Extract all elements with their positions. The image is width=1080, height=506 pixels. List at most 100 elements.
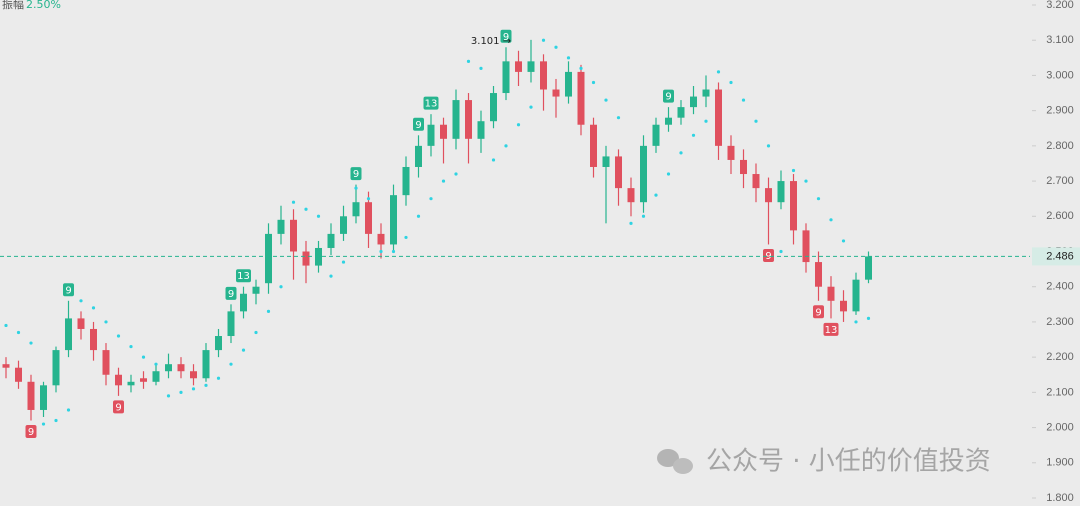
td-marker-box	[63, 283, 74, 297]
candle-body	[740, 159, 747, 175]
y-tick-label: 2.800	[1046, 140, 1074, 152]
sar-dot	[279, 285, 283, 289]
candle-body	[827, 286, 835, 301]
candle-body	[752, 174, 760, 189]
candle-body	[765, 188, 772, 203]
td-marker-box	[423, 96, 439, 110]
candle-body	[840, 300, 847, 312]
sar-dot	[216, 376, 221, 380]
td-marker: 13	[425, 99, 438, 110]
candle-body	[777, 181, 785, 203]
y-tick-label: 1.900	[1046, 457, 1074, 469]
last-price-label: 2.486	[1046, 250, 1074, 262]
y-tick-label: 2.700	[1046, 175, 1074, 187]
sar-dot	[629, 221, 633, 225]
candle-body	[277, 219, 285, 234]
candle-body	[602, 156, 610, 167]
candle-body	[590, 124, 597, 167]
sar-dot	[41, 422, 46, 426]
y-tick-label: 2.300	[1046, 316, 1074, 328]
candle-body	[715, 89, 722, 146]
candle-body	[227, 311, 235, 337]
sar-dot	[716, 70, 721, 74]
candle-body	[165, 364, 172, 372]
sar-dot	[554, 45, 558, 49]
sar-dot	[841, 239, 846, 243]
sar-dot	[541, 38, 546, 42]
sar-dot	[154, 362, 158, 366]
candle-body	[15, 367, 22, 382]
sar-dot	[241, 348, 246, 352]
candle-body	[65, 318, 72, 351]
candle-body	[2, 364, 10, 368]
candle-body	[615, 156, 622, 189]
annotation: 3.101 →	[471, 36, 511, 47]
sar-dot	[741, 98, 746, 102]
candle-body	[265, 233, 272, 284]
sar-dot	[616, 116, 621, 120]
candle-body	[115, 374, 122, 386]
sar-dot	[604, 98, 608, 102]
candle-body	[215, 336, 222, 351]
td-marker: 13	[825, 325, 838, 336]
candle-body	[415, 145, 422, 167]
sar-dot	[404, 235, 408, 240]
sar-dot	[529, 105, 533, 109]
sar-dot	[391, 249, 396, 254]
last-price-tag	[1032, 247, 1080, 266]
td-marker-box	[236, 269, 251, 283]
candle-body	[352, 202, 360, 217]
sar-dot	[329, 274, 333, 278]
sar-dot	[66, 408, 71, 412]
sar-dot	[129, 344, 133, 349]
td-marker-box	[113, 400, 124, 414]
sar-dot	[504, 144, 508, 148]
sar-dot	[266, 309, 271, 313]
candle-body	[790, 181, 797, 231]
sar-dot	[829, 218, 833, 222]
td-marker-box	[225, 286, 237, 300]
sar-dot	[766, 144, 771, 148]
sar-dot	[479, 66, 483, 70]
sar-dot	[254, 330, 258, 335]
watermark: 公众号 · 小任的价值投资	[706, 447, 991, 477]
td-marker: 9	[115, 402, 121, 413]
sar-dot	[166, 394, 171, 398]
amplitude: 2.50%	[26, 0, 61, 11]
td-marker-box	[823, 322, 839, 336]
sar-dot	[754, 119, 758, 123]
sar-dot	[866, 316, 871, 321]
sar-dot	[854, 320, 858, 324]
sar-dot	[591, 80, 596, 85]
sar-dot	[491, 158, 496, 162]
y-tick-label: 2.200	[1046, 351, 1074, 363]
candle-body	[815, 262, 822, 287]
sar-dot	[79, 299, 83, 303]
sar-dot	[229, 362, 233, 366]
candle-body	[577, 71, 585, 125]
td-marker-box	[663, 89, 674, 103]
candle-body	[627, 188, 635, 203]
candle-body	[690, 96, 697, 108]
sar-dot	[354, 186, 358, 190]
candle-body	[477, 121, 485, 139]
sar-dot	[304, 207, 308, 211]
sar-dot	[516, 123, 521, 127]
candle-body	[852, 279, 860, 312]
candle-body	[490, 93, 497, 122]
sar-dot	[429, 197, 433, 201]
candle-body	[727, 145, 735, 160]
td-marker: 9	[415, 120, 421, 131]
sar-dot	[204, 383, 208, 387]
sar-dot	[566, 56, 571, 60]
candle-body	[90, 328, 97, 351]
sar-dot	[4, 323, 8, 328]
sar-dot	[341, 260, 346, 264]
candle-body	[552, 89, 560, 97]
td-marker-box	[25, 425, 37, 439]
td-marker-box	[813, 305, 824, 319]
y-tick-label: 3.000	[1046, 69, 1074, 81]
candle-body	[802, 230, 810, 263]
candle-body	[140, 378, 147, 382]
